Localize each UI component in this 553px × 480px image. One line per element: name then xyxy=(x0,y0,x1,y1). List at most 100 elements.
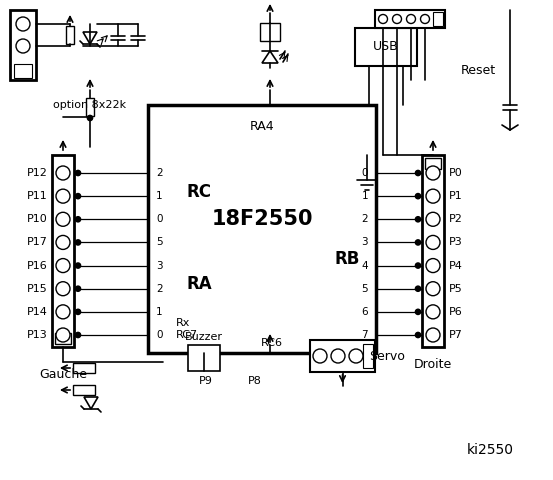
Circle shape xyxy=(56,328,70,342)
Text: P7: P7 xyxy=(449,330,463,340)
Circle shape xyxy=(87,116,92,120)
Bar xyxy=(425,158,441,169)
Circle shape xyxy=(415,170,420,176)
Circle shape xyxy=(56,189,70,203)
Bar xyxy=(375,10,445,28)
Circle shape xyxy=(76,309,81,314)
Circle shape xyxy=(76,193,81,199)
Text: option 8x22k: option 8x22k xyxy=(54,100,127,110)
Bar xyxy=(73,385,95,395)
Text: 7: 7 xyxy=(361,330,368,340)
Text: 1: 1 xyxy=(361,191,368,201)
Bar xyxy=(355,28,417,66)
Text: Droite: Droite xyxy=(414,359,452,372)
Circle shape xyxy=(415,217,420,222)
Text: 4: 4 xyxy=(361,261,368,271)
Bar xyxy=(188,345,220,371)
Text: 2: 2 xyxy=(156,284,163,294)
Circle shape xyxy=(426,212,440,226)
Circle shape xyxy=(426,259,440,273)
Bar xyxy=(14,64,32,78)
Bar xyxy=(66,26,74,44)
Circle shape xyxy=(331,349,345,363)
Text: RC6: RC6 xyxy=(261,338,283,348)
Text: P10: P10 xyxy=(27,214,48,224)
Text: P6: P6 xyxy=(449,307,463,317)
Circle shape xyxy=(16,39,30,53)
Text: P12: P12 xyxy=(27,168,48,178)
Bar xyxy=(433,12,443,26)
Bar xyxy=(422,155,444,347)
Circle shape xyxy=(415,333,420,337)
Circle shape xyxy=(349,349,363,363)
Text: ki2550: ki2550 xyxy=(467,443,514,457)
Bar xyxy=(10,10,36,80)
Text: P9: P9 xyxy=(199,376,213,386)
Text: 2: 2 xyxy=(361,214,368,224)
Circle shape xyxy=(56,212,70,226)
Text: 6: 6 xyxy=(361,307,368,317)
Circle shape xyxy=(415,286,420,291)
Text: USB: USB xyxy=(373,40,399,53)
Text: 3: 3 xyxy=(156,261,163,271)
Circle shape xyxy=(56,259,70,273)
Text: 2: 2 xyxy=(156,168,163,178)
Text: RA: RA xyxy=(186,275,212,292)
Circle shape xyxy=(415,309,420,314)
Circle shape xyxy=(56,235,70,250)
Circle shape xyxy=(313,349,327,363)
Circle shape xyxy=(415,263,420,268)
Bar xyxy=(52,155,74,347)
Circle shape xyxy=(76,286,81,291)
Circle shape xyxy=(378,14,388,24)
Text: RC7: RC7 xyxy=(176,330,198,340)
Text: P0: P0 xyxy=(449,168,463,178)
Text: RA4: RA4 xyxy=(250,120,274,133)
Text: 0: 0 xyxy=(362,168,368,178)
Circle shape xyxy=(406,14,415,24)
Text: P4: P4 xyxy=(449,261,463,271)
Text: P1: P1 xyxy=(449,191,463,201)
Circle shape xyxy=(76,263,81,268)
Text: Servo: Servo xyxy=(369,349,405,362)
Circle shape xyxy=(415,193,420,199)
Text: 0: 0 xyxy=(156,214,163,224)
Text: 0: 0 xyxy=(156,330,163,340)
Circle shape xyxy=(56,282,70,296)
Text: Buzzer: Buzzer xyxy=(185,332,223,342)
Circle shape xyxy=(76,240,81,245)
Text: 3: 3 xyxy=(361,238,368,247)
Circle shape xyxy=(76,217,81,222)
Circle shape xyxy=(76,333,81,337)
Text: 5: 5 xyxy=(361,284,368,294)
Text: P17: P17 xyxy=(27,238,48,247)
Text: P15: P15 xyxy=(27,284,48,294)
Bar xyxy=(73,363,95,373)
Circle shape xyxy=(420,14,430,24)
Circle shape xyxy=(76,170,81,176)
Text: P14: P14 xyxy=(27,307,48,317)
Circle shape xyxy=(56,305,70,319)
Circle shape xyxy=(426,189,440,203)
Text: Rx: Rx xyxy=(176,318,190,328)
Text: P5: P5 xyxy=(449,284,463,294)
Bar xyxy=(363,344,373,368)
Circle shape xyxy=(415,240,420,245)
Text: P8: P8 xyxy=(248,376,262,386)
Circle shape xyxy=(426,305,440,319)
Text: RC: RC xyxy=(186,183,211,201)
Text: 18F2550: 18F2550 xyxy=(211,209,313,229)
Circle shape xyxy=(56,166,70,180)
Text: P2: P2 xyxy=(449,214,463,224)
Text: P3: P3 xyxy=(449,238,463,247)
Bar xyxy=(310,340,375,372)
Circle shape xyxy=(426,166,440,180)
Circle shape xyxy=(426,328,440,342)
Bar xyxy=(55,333,71,344)
Text: RB: RB xyxy=(334,250,359,268)
Text: P13: P13 xyxy=(27,330,48,340)
Text: Gauche: Gauche xyxy=(39,369,87,382)
Bar xyxy=(148,105,376,353)
Circle shape xyxy=(426,235,440,250)
Bar xyxy=(260,23,280,41)
